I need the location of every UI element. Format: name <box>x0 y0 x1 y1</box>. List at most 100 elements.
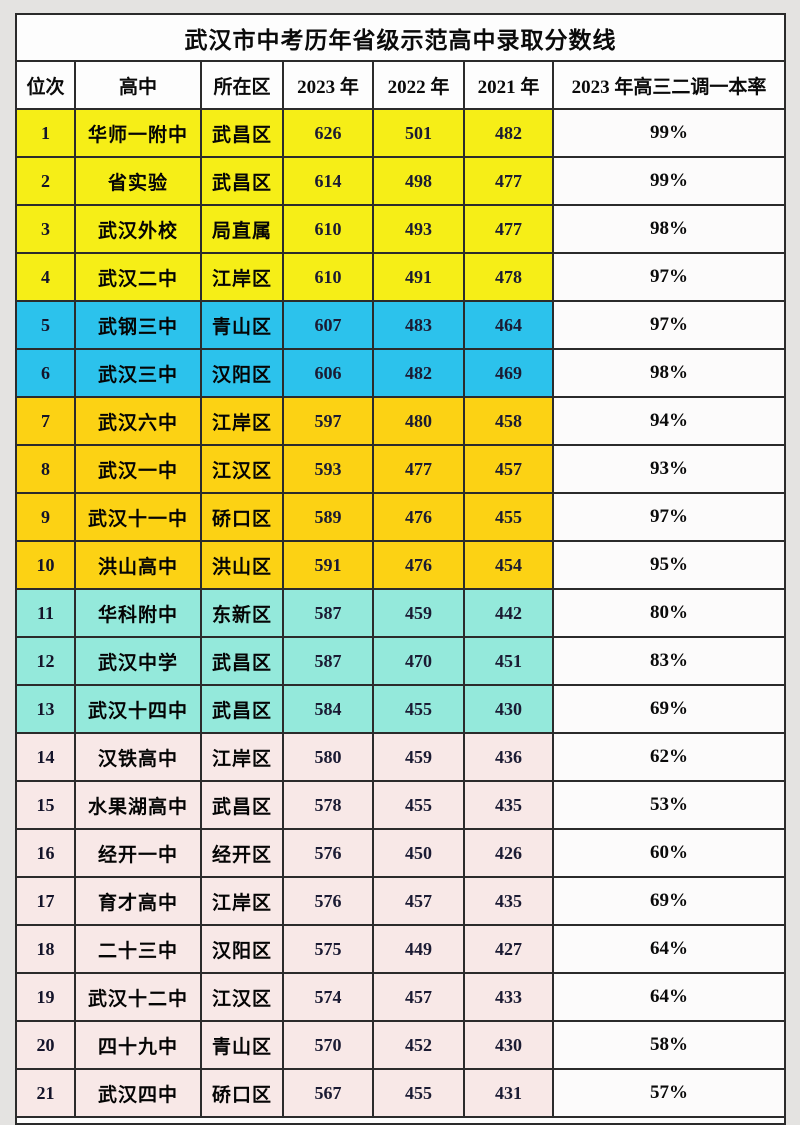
rank-cell: 19 <box>17 974 76 1020</box>
district-cell: 局直属 <box>202 206 284 252</box>
score-2021-cell: 435 <box>465 878 554 924</box>
score-2021-cell: 430 <box>465 1022 554 1068</box>
table-row: 6 武汉三中 汉阳区 606 482 469 98% <box>17 350 784 398</box>
score-2021-cell: 431 <box>465 1070 554 1116</box>
district-cell: 武昌区 <box>202 110 284 156</box>
score-2021-cell: 477 <box>465 158 554 204</box>
score-2023-cell: 593 <box>284 446 374 492</box>
header-year-2021: 2021 年 <box>465 62 554 108</box>
table-row: 3 武汉外校 局直属 610 493 477 98% <box>17 206 784 254</box>
table-row: 9 武汉十一中 硚口区 589 476 455 97% <box>17 494 784 542</box>
score-2021-cell: 442 <box>465 590 554 636</box>
score-2023-cell: 591 <box>284 542 374 588</box>
rank-cell: 2 <box>17 158 76 204</box>
district-cell: 武昌区 <box>202 638 284 684</box>
score-2022-cell: 498 <box>374 158 465 204</box>
rank-cell: 18 <box>17 926 76 972</box>
score-2022-cell: 493 <box>374 206 465 252</box>
district-cell: 汉阳区 <box>202 350 284 396</box>
table-row: 8 武汉一中 江汉区 593 477 457 93% <box>17 446 784 494</box>
header-school: 高中 <box>76 62 202 108</box>
district-cell: 硚口区 <box>202 494 284 540</box>
score-2023-cell: 578 <box>284 782 374 828</box>
rank-cell: 9 <box>17 494 76 540</box>
school-cell: 武汉外校 <box>76 206 202 252</box>
rate-cell: 53% <box>554 782 784 828</box>
school-cell: 武汉一中 <box>76 446 202 492</box>
score-2022-cell: 459 <box>374 590 465 636</box>
header-district: 所在区 <box>202 62 284 108</box>
score-2022-cell: 476 <box>374 542 465 588</box>
table-row: 17 育才高中 江岸区 576 457 435 69% <box>17 878 784 926</box>
score-2022-cell: 483 <box>374 302 465 348</box>
score-2022-cell: 476 <box>374 494 465 540</box>
score-2021-cell: 455 <box>465 494 554 540</box>
score-2021-cell: 433 <box>465 974 554 1020</box>
score-2021-cell: 457 <box>465 446 554 492</box>
rank-cell: 8 <box>17 446 76 492</box>
school-cell: 武汉十二中 <box>76 974 202 1020</box>
table-row: 19 武汉十二中 江汉区 574 457 433 64% <box>17 974 784 1022</box>
score-2021-cell: 478 <box>465 254 554 300</box>
score-2023-cell: 589 <box>284 494 374 540</box>
school-cell: 武汉二中 <box>76 254 202 300</box>
school-cell: 汉铁高中 <box>76 734 202 780</box>
school-cell: 武汉中学 <box>76 638 202 684</box>
rate-cell: 98% <box>554 206 784 252</box>
rank-cell: 16 <box>17 830 76 876</box>
rate-cell: 69% <box>554 686 784 732</box>
school-cell: 武汉六中 <box>76 398 202 444</box>
table-row: 11 华科附中 东新区 587 459 442 80% <box>17 590 784 638</box>
table-row: 7 武汉六中 江岸区 597 480 458 94% <box>17 398 784 446</box>
score-2021-cell: 430 <box>465 686 554 732</box>
score-2022-cell: 501 <box>374 110 465 156</box>
district-cell: 江岸区 <box>202 734 284 780</box>
table-row: 20 四十九中 青山区 570 452 430 58% <box>17 1022 784 1070</box>
score-2023-cell: 584 <box>284 686 374 732</box>
header-rank: 位次 <box>17 62 76 108</box>
score-2022-cell: 455 <box>374 782 465 828</box>
rate-cell: 99% <box>554 158 784 204</box>
district-cell: 洪山区 <box>202 542 284 588</box>
school-cell: 武汉十四中 <box>76 686 202 732</box>
score-2021-cell: 458 <box>465 398 554 444</box>
table-row: 2 省实验 武昌区 614 498 477 99% <box>17 158 784 206</box>
rate-cell: 98% <box>554 350 784 396</box>
rank-cell: 11 <box>17 590 76 636</box>
rate-cell: 93% <box>554 446 784 492</box>
score-2021-cell: 436 <box>465 734 554 780</box>
district-cell: 经开区 <box>202 830 284 876</box>
table-row: 4 武汉二中 江岸区 610 491 478 97% <box>17 254 784 302</box>
rate-cell: 97% <box>554 302 784 348</box>
district-cell: 武昌区 <box>202 686 284 732</box>
rate-cell: 58% <box>554 1022 784 1068</box>
district-cell: 青山区 <box>202 302 284 348</box>
rank-cell: 6 <box>17 350 76 396</box>
district-cell: 江岸区 <box>202 878 284 924</box>
score-2022-cell: 470 <box>374 638 465 684</box>
district-cell: 硚口区 <box>202 1070 284 1116</box>
score-2023-cell: 606 <box>284 350 374 396</box>
header-year-2022: 2022 年 <box>374 62 465 108</box>
score-2022-cell: 457 <box>374 974 465 1020</box>
score-2021-cell: 469 <box>465 350 554 396</box>
score-2021-cell: 477 <box>465 206 554 252</box>
district-cell: 江汉区 <box>202 974 284 1020</box>
score-2022-cell: 459 <box>374 734 465 780</box>
score-2022-cell: 457 <box>374 878 465 924</box>
rank-cell: 1 <box>17 110 76 156</box>
rank-cell: 7 <box>17 398 76 444</box>
district-cell: 武昌区 <box>202 782 284 828</box>
score-table: 武汉市中考历年省级示范高中录取分数线 位次 高中 所在区 2023 年 2022… <box>15 13 786 1125</box>
score-2023-cell: 570 <box>284 1022 374 1068</box>
rank-cell: 5 <box>17 302 76 348</box>
school-cell: 洪山高中 <box>76 542 202 588</box>
rate-cell: 97% <box>554 254 784 300</box>
table-row: 12 武汉中学 武昌区 587 470 451 83% <box>17 638 784 686</box>
rank-cell: 10 <box>17 542 76 588</box>
score-2021-cell: 482 <box>465 110 554 156</box>
table-row: 13 武汉十四中 武昌区 584 455 430 69% <box>17 686 784 734</box>
score-2023-cell: 587 <box>284 590 374 636</box>
header-year-2023: 2023 年 <box>284 62 374 108</box>
district-cell: 汉阳区 <box>202 926 284 972</box>
